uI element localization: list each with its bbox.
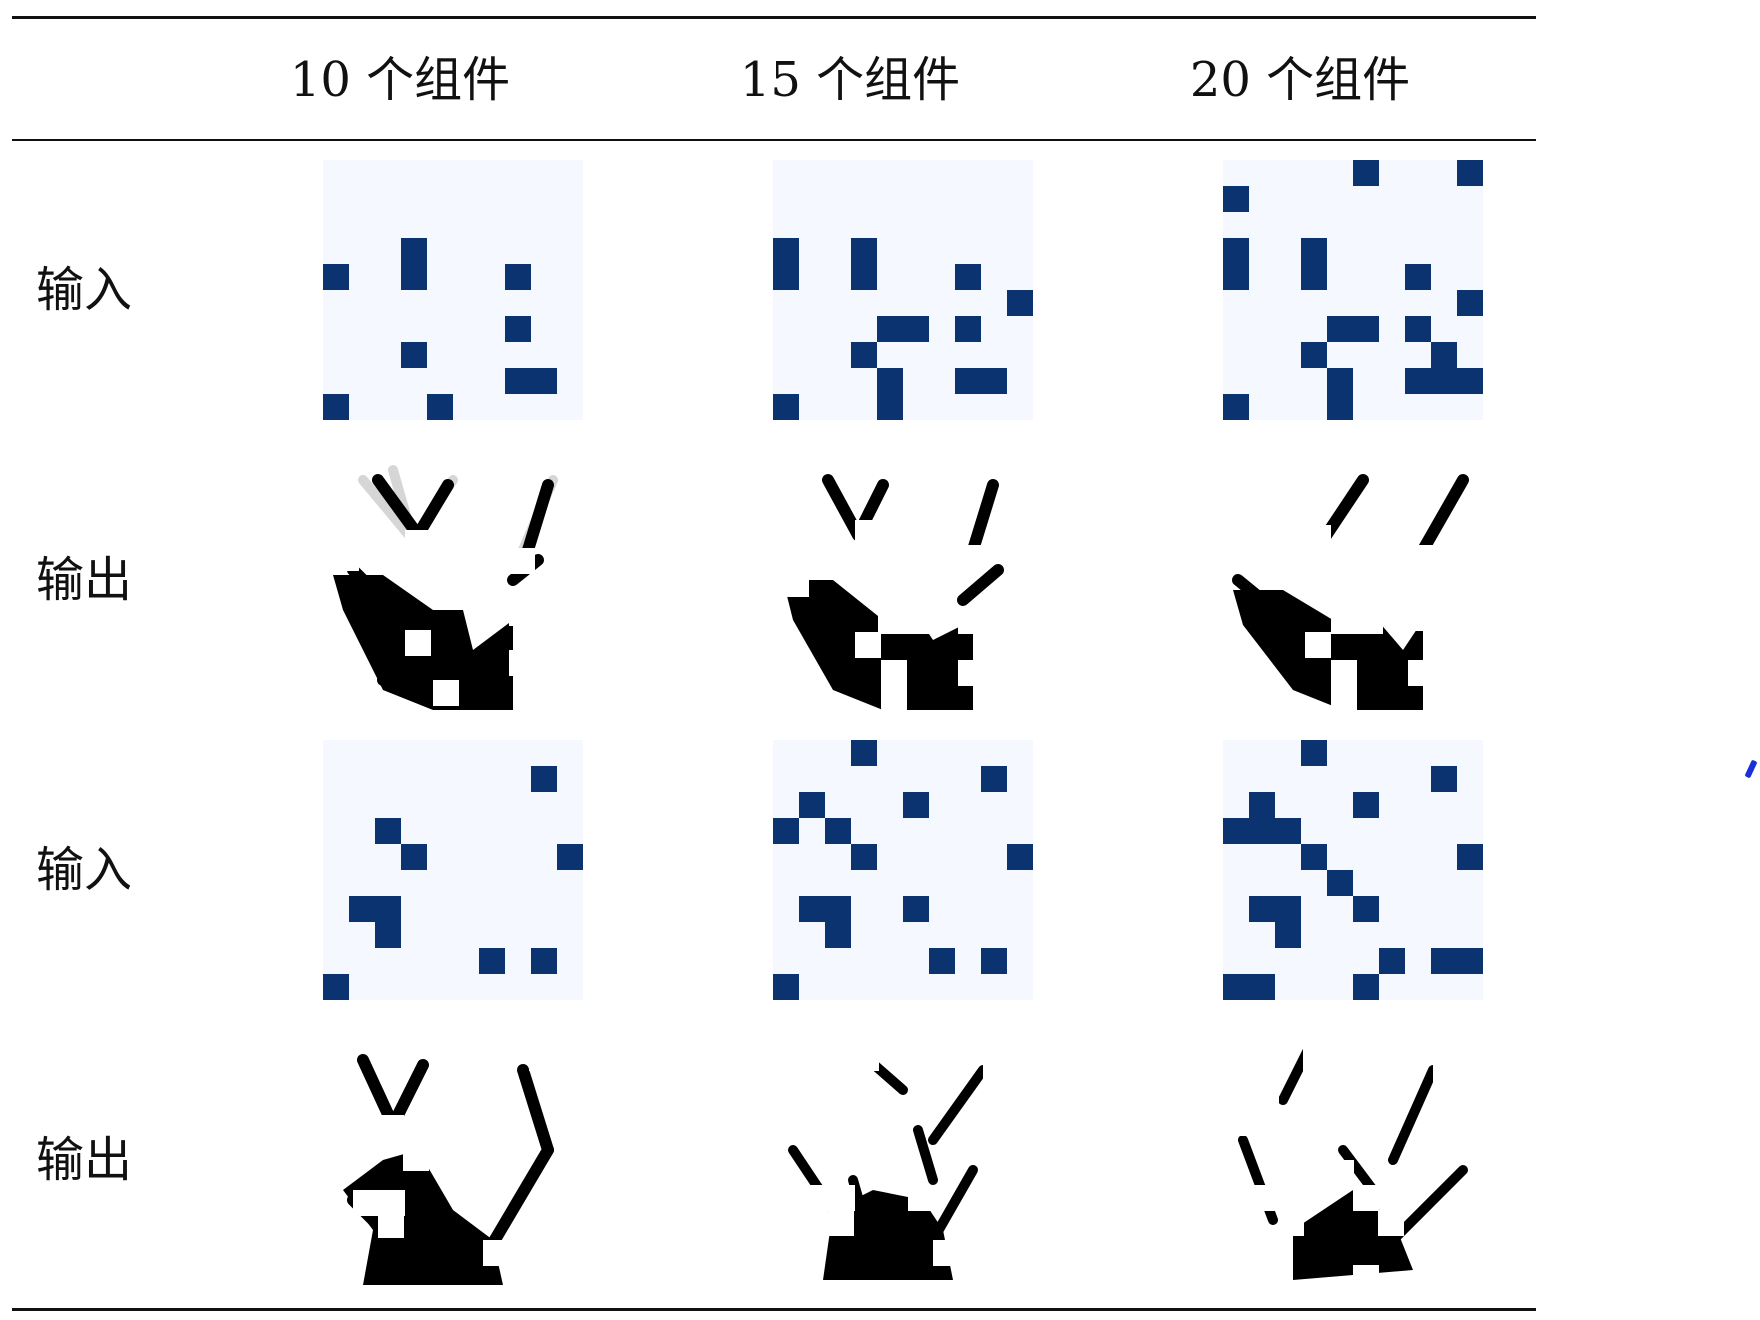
output-image-r2-c3	[1223, 450, 1483, 710]
input-image-r1-c1	[323, 160, 583, 420]
stray-pen-mark	[1744, 759, 1758, 779]
row-label-input-1: 输入	[36, 262, 133, 318]
output-image-r4-c2	[773, 1030, 1033, 1290]
input-image-r3-c1	[323, 740, 583, 1000]
output-image-r2-c2	[773, 450, 1033, 710]
table-header-rule	[12, 139, 1536, 141]
output-image-r4-c1	[323, 1030, 583, 1290]
table-bottom-rule	[12, 1308, 1536, 1311]
input-image-r3-c3	[1223, 740, 1483, 1000]
input-image-r1-c3	[1223, 160, 1483, 420]
input-image-r3-c2	[773, 740, 1033, 1000]
row-label-output-2: 输出	[36, 1132, 133, 1188]
row-label-input-2: 输入	[36, 842, 133, 898]
column-header-20: 20 个组件	[1189, 52, 1411, 108]
output-image-r2-c1	[323, 450, 583, 710]
output-image-r4-c3	[1223, 1030, 1483, 1290]
column-header-15: 15 个组件	[739, 52, 961, 108]
column-header-10: 10 个组件	[289, 52, 511, 108]
row-label-output-1: 输出	[36, 552, 133, 608]
table-top-rule	[12, 16, 1536, 19]
input-image-r1-c2	[773, 160, 1033, 420]
